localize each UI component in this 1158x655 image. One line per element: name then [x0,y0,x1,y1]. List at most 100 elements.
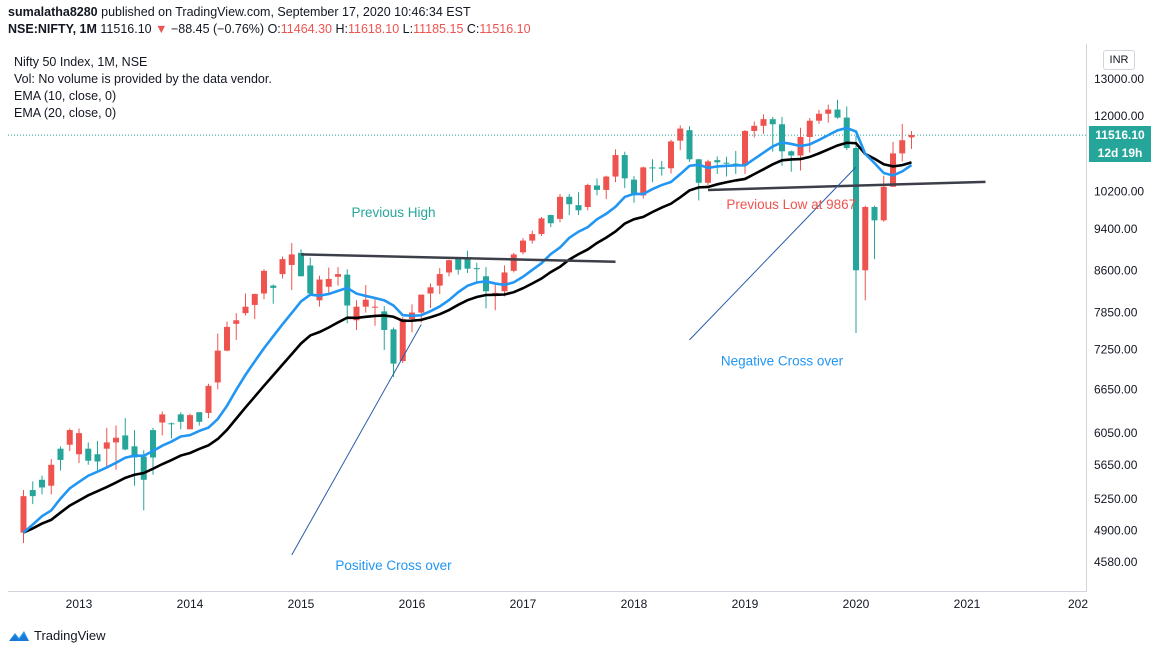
annotation-text[interactable]: Previous Low at 9867 [726,197,856,212]
annotation-line[interactable] [689,166,857,341]
y-tick-label: 12000.00 [1094,109,1144,123]
candle [862,205,869,301]
annotation-text[interactable]: Previous High [351,205,435,220]
candle [529,230,536,244]
candle [631,176,637,203]
candle [94,440,101,473]
candle [122,418,129,451]
x-tick-label: 2021 [954,597,981,611]
trendline[interactable] [300,253,616,264]
candles [20,99,915,544]
price-change: −88.45 (−0.76%) [170,22,265,36]
published-text: published on TradingView.com, September … [101,5,471,19]
high-value: 11618.10 [347,22,400,36]
candle [547,214,554,228]
candle [538,216,545,237]
candle [520,238,526,255]
x-tick-label: 2020 [843,597,870,611]
legend-title[interactable]: Nifty 50 Index, 1M, NSE [14,55,148,69]
y-tick-label: 7250.00 [1094,342,1138,356]
candle [335,267,341,286]
candle [131,430,138,486]
candle [288,243,295,291]
candle [39,475,45,495]
countdown-tag: 12d 19h [1089,144,1151,163]
x-tick-label: 202 [1068,597,1088,611]
candle [834,99,841,119]
tradingview-icon [9,630,29,641]
candle [594,178,600,196]
ema-lines [22,126,913,534]
legend-ema10[interactable]: EMA (10, close, 0) [14,89,117,103]
candle [66,428,73,452]
y-tick-label: 6050.00 [1094,426,1138,440]
candle [159,411,166,436]
candle [899,123,906,162]
candle [436,268,443,295]
axes: 13000.0012000.0011100.0010200.009400.008… [66,72,1145,611]
trendlines [291,166,986,556]
candle [362,285,369,313]
y-tick-label: 8600.00 [1094,263,1138,277]
y-tick-label: 5250.00 [1094,492,1138,506]
close-label: C: [466,22,480,36]
candle [307,257,314,296]
currency-button[interactable]: INR [1103,50,1135,70]
x-tick-label: 2019 [732,597,759,611]
ema10-line [22,126,913,534]
y-tick-label: 4580.00 [1094,555,1138,569]
x-tick-label: 2014 [177,597,204,611]
candle [890,141,896,187]
candle [168,422,175,439]
open-label: O: [267,22,281,36]
candle [677,125,684,151]
candle [871,205,878,260]
candle [214,333,221,390]
candle [399,317,406,363]
candle [612,149,619,183]
candle [575,192,582,216]
candle [510,252,517,273]
candle [344,269,351,324]
candle [816,109,822,124]
legend-volume[interactable]: Vol: No volume is provided by the data v… [14,72,272,86]
candle [473,262,480,283]
candle [668,139,674,174]
trendline[interactable] [707,180,986,192]
candle [381,306,388,350]
candle [603,175,610,200]
indicator-legend: Nifty 50 Index, 1M, NSE Vol: No volume i… [14,54,272,122]
candle [372,298,378,326]
ema20-line [22,141,912,534]
annotation-text[interactable]: Negative Cross over [721,354,844,369]
candle [705,159,711,185]
annotation-text[interactable]: Positive Cross over [335,558,452,573]
symbol-label[interactable]: NSE:NIFTY, 1M [8,22,97,36]
last-price: 11516.10 [100,22,152,36]
candle [853,135,859,334]
tradingview-logo[interactable]: TradingView [8,628,106,643]
candle [261,269,267,300]
candle [427,283,434,308]
last-price-tag: 11516.10 [1089,126,1151,145]
tradingview-logo-text: TradingView [34,628,106,643]
y-tick-label: 10200.00 [1094,184,1144,198]
candle [446,259,452,277]
candle [742,130,748,174]
annotations: Previous High Previous Low at 9867 Negativ… [335,197,856,573]
y-tick-label: 5650.00 [1094,458,1138,472]
down-arrow-icon: ▼ [155,22,168,36]
publisher-name[interactable]: sumalatha8280 [8,5,98,19]
annotation-line[interactable] [291,324,422,556]
candle [325,267,332,294]
candle [224,321,230,352]
candle [76,428,82,464]
high-label: H: [335,22,348,36]
y-tick-label: 9400.00 [1094,222,1138,236]
candle [103,427,110,469]
chart-header: sumalatha8280 published on TradingView.c… [8,4,531,38]
candle [205,383,212,419]
x-tick-label: 2015 [288,597,315,611]
legend-ema20[interactable]: EMA (20, close, 0) [14,106,117,120]
